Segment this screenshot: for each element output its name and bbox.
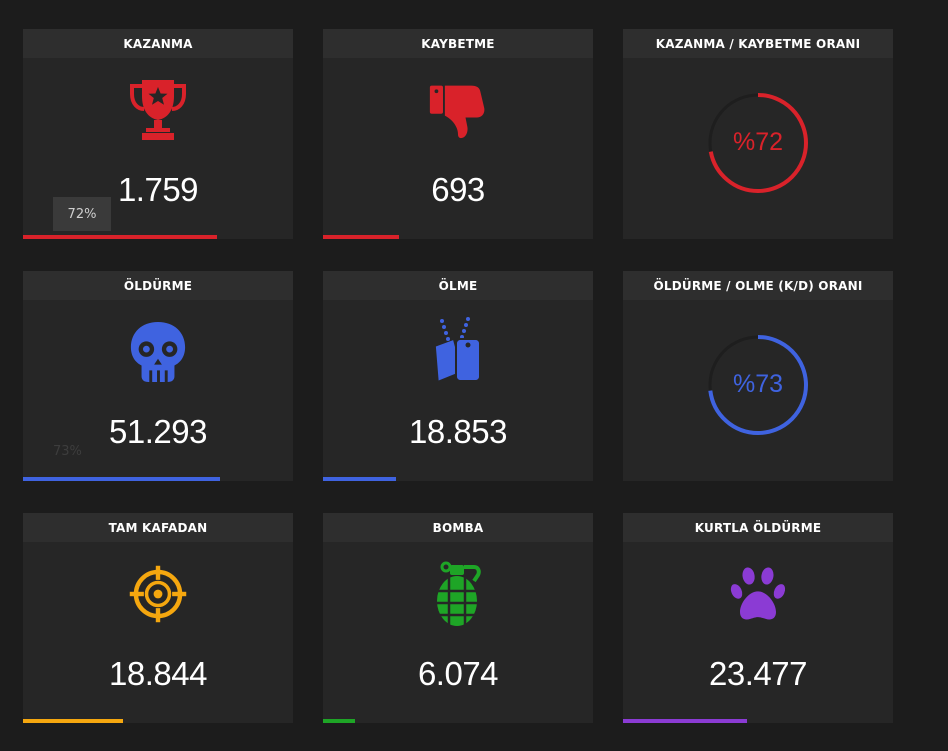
progress-bar [323,477,593,481]
progress-bar-fill [323,235,399,239]
card-kills: ÖLDÜRME 51.293 73% [23,271,293,481]
card-value: 1.759 [117,171,199,208]
paw-icon [728,559,788,629]
ratio-ring: %73 [708,335,808,435]
dog-tags-icon [428,317,488,387]
card-wins: KAZANMA 1.759 72% [23,29,293,239]
card-title: KAZANMA / KAYBETME ORANI [623,29,893,58]
crosshair-icon [128,559,188,629]
thumbs-down-icon [428,75,488,145]
progress-bar-fill [23,477,221,481]
progress-bar [23,477,293,481]
progress-bar-fill [323,719,356,723]
progress-bar [23,719,293,723]
ratio-ring: %72 [708,93,808,193]
card-kd-ratio: ÖLDÜRME / OLME (K/D) ORANI %73 [623,271,893,481]
progress-bar-fill [23,719,123,723]
progress-bar [23,235,293,239]
card-win-loss-ratio: KAZANMA / KAYBETME ORANI %72 [623,29,893,239]
progress-bar-fill [623,719,748,723]
ratio-value: %72 [732,128,784,156]
card-headshots: TAM KAFADAN 18.844 [23,513,293,723]
card-title: BOMBA [323,513,593,542]
card-title: ÖLME [323,271,593,300]
card-value: 23.477 [709,655,807,692]
ratio-value: %73 [732,370,784,398]
card-value: 6.074 [417,655,499,692]
progress-tooltip: 72% [53,197,111,231]
card-value: 18.853 [409,413,507,450]
progress-bar-fill [323,477,396,481]
progress-bar [323,719,593,723]
card-title: KURTLA ÖLDÜRME [623,513,893,542]
progress-tooltip-faded: 73% [53,444,82,459]
card-wolf-kills: KURTLA ÖLDÜRME 23.477 [623,513,893,723]
card-losses: KAYBETME 693 [323,29,593,239]
card-title: ÖLDÜRME [23,271,293,300]
progress-bar-fill [23,235,218,239]
card-title: ÖLDÜRME / OLME (K/D) ORANI [623,271,893,300]
card-title: KAYBETME [323,29,593,58]
trophy-icon [128,75,188,145]
ratio-ring-arc [708,93,808,193]
progress-bar [323,235,593,239]
card-value: 18.844 [109,655,207,692]
progress-bar [623,719,893,723]
card-title: TAM KAFADAN [23,513,293,542]
grenade-icon [428,559,488,629]
card-value: 51.293 [109,413,207,450]
card-title: KAZANMA [23,29,293,58]
card-value: 693 [431,171,485,208]
card-grenade: BOMBA 6.074 [323,513,593,723]
skull-icon [128,317,188,387]
ratio-ring-arc [708,335,808,435]
card-deaths: ÖLME 18.853 [323,271,593,481]
